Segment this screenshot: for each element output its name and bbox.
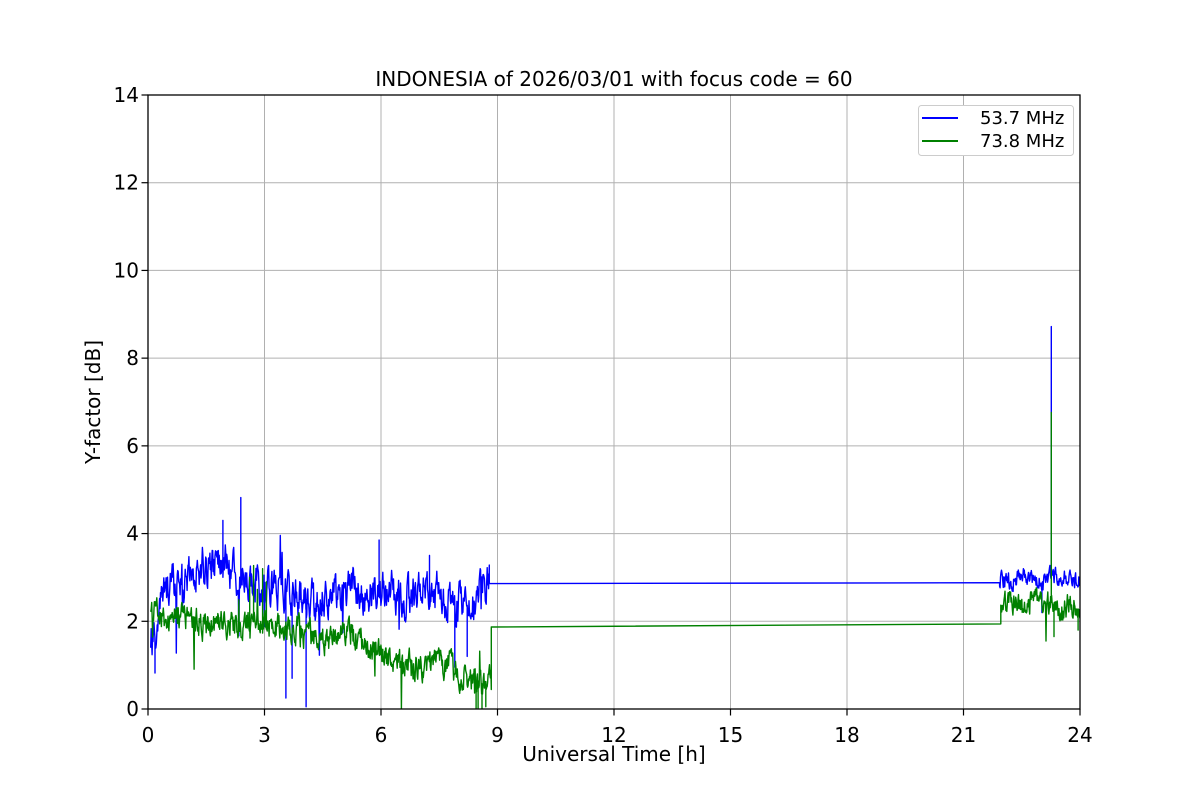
- legend-label-53-7-mhz: 53.7 MHz: [980, 108, 1064, 129]
- x-tick-label-21: 21: [951, 723, 976, 747]
- y-tick-label-4: 4: [126, 522, 139, 546]
- legend-label-73-8-mhz: 73.8 MHz: [980, 131, 1064, 152]
- y-tick-label-12: 12: [114, 171, 139, 195]
- x-tick-label-15: 15: [718, 723, 743, 747]
- y-tick-label-14: 14: [114, 83, 139, 107]
- y-tick-label-6: 6: [126, 434, 139, 458]
- x-tick-label-24: 24: [1067, 723, 1092, 747]
- x-tick-label-3: 3: [258, 723, 271, 747]
- y-tick-label-8: 8: [126, 346, 139, 370]
- chart-title: INDONESIA of 2026/03/01 with focus code …: [375, 67, 852, 91]
- x-axis-label: Universal Time [h]: [522, 742, 705, 766]
- x-tick-label-6: 6: [375, 723, 388, 747]
- x-tick-label-18: 18: [834, 723, 859, 747]
- y-tick-label-0: 0: [126, 697, 139, 721]
- y-axis-label: Y-factor [dB]: [81, 340, 105, 465]
- y-tick-label-2: 2: [126, 609, 139, 633]
- grid-layer: [148, 95, 1080, 709]
- x-tick-label-0: 0: [142, 723, 155, 747]
- x-tick-label-12: 12: [601, 723, 626, 747]
- y-tick-label-10: 10: [114, 258, 139, 282]
- series-line-53-7-mhz: [150, 325, 1080, 708]
- series-layer: [150, 325, 1080, 709]
- series-line-73-8-mhz: [150, 411, 1080, 709]
- x-tick-label-9: 9: [491, 723, 504, 747]
